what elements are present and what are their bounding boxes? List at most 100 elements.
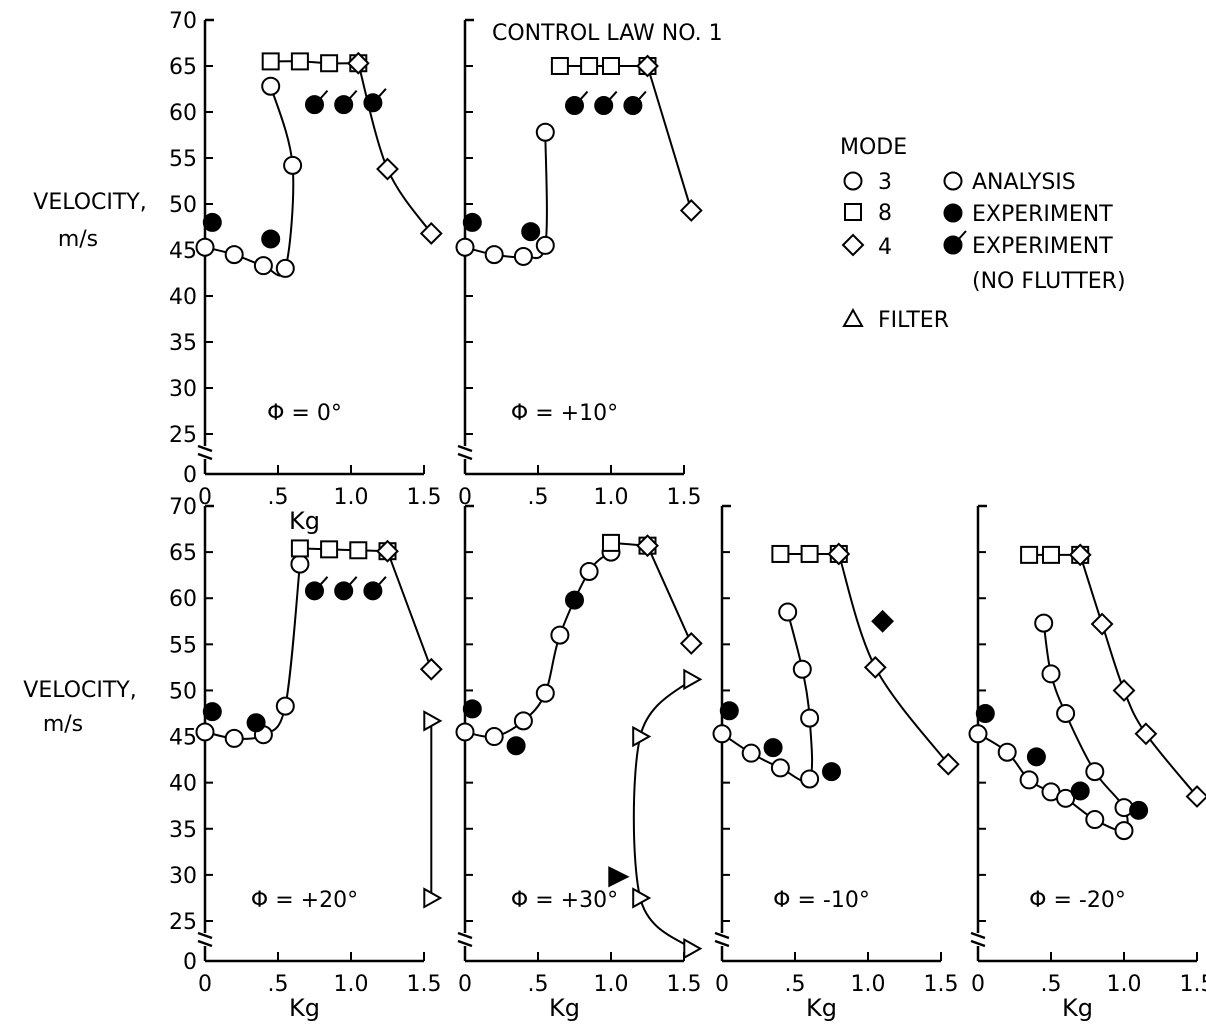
panel-3: 25 30 35 40 45 50 55 60 65 70 00 .5 1.0 1.5 Kg Φ = +20° (169, 495, 443, 1022)
curve-mode-4 (646, 65, 693, 211)
legend-experiment-label: EXPERIMENT (972, 202, 1113, 227)
y-tick-label: 55 (169, 147, 197, 172)
analysis-point-mode-3 (1019, 770, 1039, 790)
y-tick-label: 55 (169, 633, 197, 658)
y-tick-label: 25 (169, 910, 197, 935)
analysis-point-mode-8 (349, 541, 368, 560)
x-tick-label: 1.5 (407, 972, 442, 997)
x-tick-label: 1.5 (667, 972, 702, 997)
filter-point (683, 937, 703, 960)
analysis-point-mode-4 (1090, 612, 1114, 636)
curve-mode-4 (357, 62, 433, 234)
y-tick-label: 40 (169, 772, 197, 797)
experiment-point (462, 212, 482, 232)
experiment-point (1129, 800, 1149, 820)
experiment-point (1070, 781, 1090, 801)
analysis-point-mode-3 (997, 742, 1017, 762)
chart-title: CONTROL LAW NO. 1 (492, 21, 723, 46)
experiment-point (763, 738, 783, 758)
x-tick-label: 0 (198, 972, 212, 997)
y-tick-label: 30 (169, 377, 197, 402)
filter-point (423, 887, 443, 909)
panel-2: 0 .5 1.0 1.5 Φ = +10° (455, 18, 703, 510)
x-tick-label: 1.0 (851, 972, 886, 997)
y-axis-break (714, 931, 730, 948)
analysis-point-mode-3 (792, 659, 812, 679)
curve-mode-8 (299, 547, 388, 553)
no-flutter-tick (346, 89, 358, 102)
x-tick-label: .5 (528, 485, 549, 510)
analysis-point-mode-3 (195, 722, 215, 742)
experiment-point (261, 229, 281, 249)
x-tick-label: .5 (268, 972, 289, 997)
analysis-point-mode-3 (800, 769, 820, 789)
legend-mode-8-label: 8 (878, 201, 892, 226)
analysis-point-mode-3 (778, 602, 798, 622)
experiment-point (719, 701, 739, 721)
analysis-point-mode-3 (968, 724, 988, 744)
panel-6: 0 .5 1.0 1.5 Kg Φ = -20° (968, 504, 1206, 1022)
curve-mode-4 (386, 550, 433, 670)
x-tick-label: 1.5 (407, 485, 442, 510)
curve-mode-4 (1079, 554, 1198, 798)
curve-mode-4 (646, 545, 693, 644)
analysis-point-mode-3 (283, 155, 303, 175)
analysis-point-mode-4 (376, 539, 399, 563)
analysis-point-mode-3 (800, 708, 820, 728)
no-flutter-tick (636, 90, 647, 103)
y-tick-label: 25 (169, 423, 197, 448)
y-tick-label: 60 (169, 101, 197, 126)
analysis-point-mode-3 (1085, 762, 1105, 782)
legend-analysis-symbol (943, 171, 963, 191)
y-tick-label: 70 (169, 9, 197, 34)
analysis-point-mode-8 (800, 544, 819, 563)
analysis-point-mode-3 (1034, 613, 1054, 633)
curve-mode-4 (837, 553, 950, 765)
y-tick-label: 35 (169, 331, 197, 356)
y-axis-break (457, 931, 473, 948)
y-tick-label: 60 (169, 587, 197, 612)
panel-annotation: Φ = 0° (267, 401, 342, 426)
x-tick-label: 1.0 (1107, 972, 1142, 997)
experiment-point (506, 736, 526, 756)
analysis-point-mode-8 (320, 540, 339, 559)
x-tick-label: 1.5 (667, 485, 702, 510)
analysis-point-mode-8 (1020, 545, 1039, 564)
analysis-point-mode-4 (376, 157, 399, 181)
x-axis-label: Kg (1062, 994, 1093, 1022)
analysis-point-mode-3 (513, 246, 533, 266)
legend-mode-4-symbol (841, 233, 865, 257)
x-axis-label: Kg (289, 994, 320, 1022)
legend-experiment-symbol (943, 203, 963, 223)
analysis-point-mode-3 (275, 696, 295, 716)
analysis-point-mode-8 (320, 54, 339, 73)
legend-no-flutter-label2: (NO FLUTTER) (972, 269, 1126, 294)
analysis-point-mode-3 (1056, 788, 1076, 808)
no-flutter-tick (317, 89, 329, 102)
experiment-point (246, 713, 266, 733)
analysis-point-mode-3 (535, 235, 555, 255)
analysis-point-mode-4 (679, 631, 703, 655)
analysis-point-mode-3 (261, 76, 281, 96)
analysis-point-mode-4 (1068, 543, 1092, 567)
y-tick-label: 65 (169, 541, 197, 566)
analysis-point-mode-3 (455, 722, 475, 742)
analysis-point-mode-3 (195, 237, 215, 257)
analysis-point-mode-3 (535, 683, 555, 703)
x-tick-label: 1.0 (594, 972, 629, 997)
legend-mode-3-symbol (843, 171, 863, 191)
analysis-point-mode-4 (1134, 722, 1158, 746)
y-tick-label: 30 (169, 864, 197, 889)
analysis-point-mode-3 (484, 245, 504, 265)
y-axis-break (457, 444, 473, 461)
y-tick-label: 50 (169, 193, 197, 218)
analysis-point-mode-3 (712, 724, 732, 744)
analysis-point-mode-3 (1085, 810, 1105, 830)
curve-filter (632, 678, 693, 950)
x-tick-label: .5 (528, 972, 549, 997)
legend-no-flutter-tick (956, 230, 967, 242)
experiment-point (202, 212, 222, 232)
analysis-point-mode-3 (741, 743, 761, 763)
